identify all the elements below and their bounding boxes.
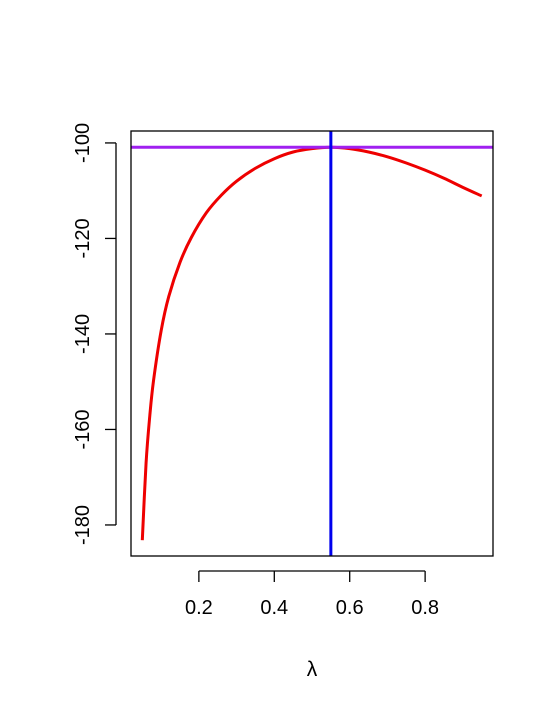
y-tick-label: -120 (72, 218, 94, 258)
x-tick-label: 0.6 (336, 597, 364, 619)
y-tick-label: -100 (72, 123, 94, 163)
y-axis: -180 -160 -140 -120 -100 (72, 123, 117, 545)
x-tick-label: 0.4 (260, 597, 288, 619)
y-tick-label: -140 (72, 314, 94, 354)
x-tick-label: 0.8 (411, 597, 439, 619)
x-axis: 0.2 0.4 0.6 0.8 (185, 570, 439, 619)
y-tick-label: -180 (72, 505, 94, 545)
x-tick-label: 0.2 (185, 597, 213, 619)
plot-area (131, 131, 493, 556)
plot-frame (130, 130, 494, 557)
x-axis-label: λ (307, 658, 318, 681)
y-tick-label: -160 (72, 409, 94, 449)
series-line (140, 145, 483, 541)
